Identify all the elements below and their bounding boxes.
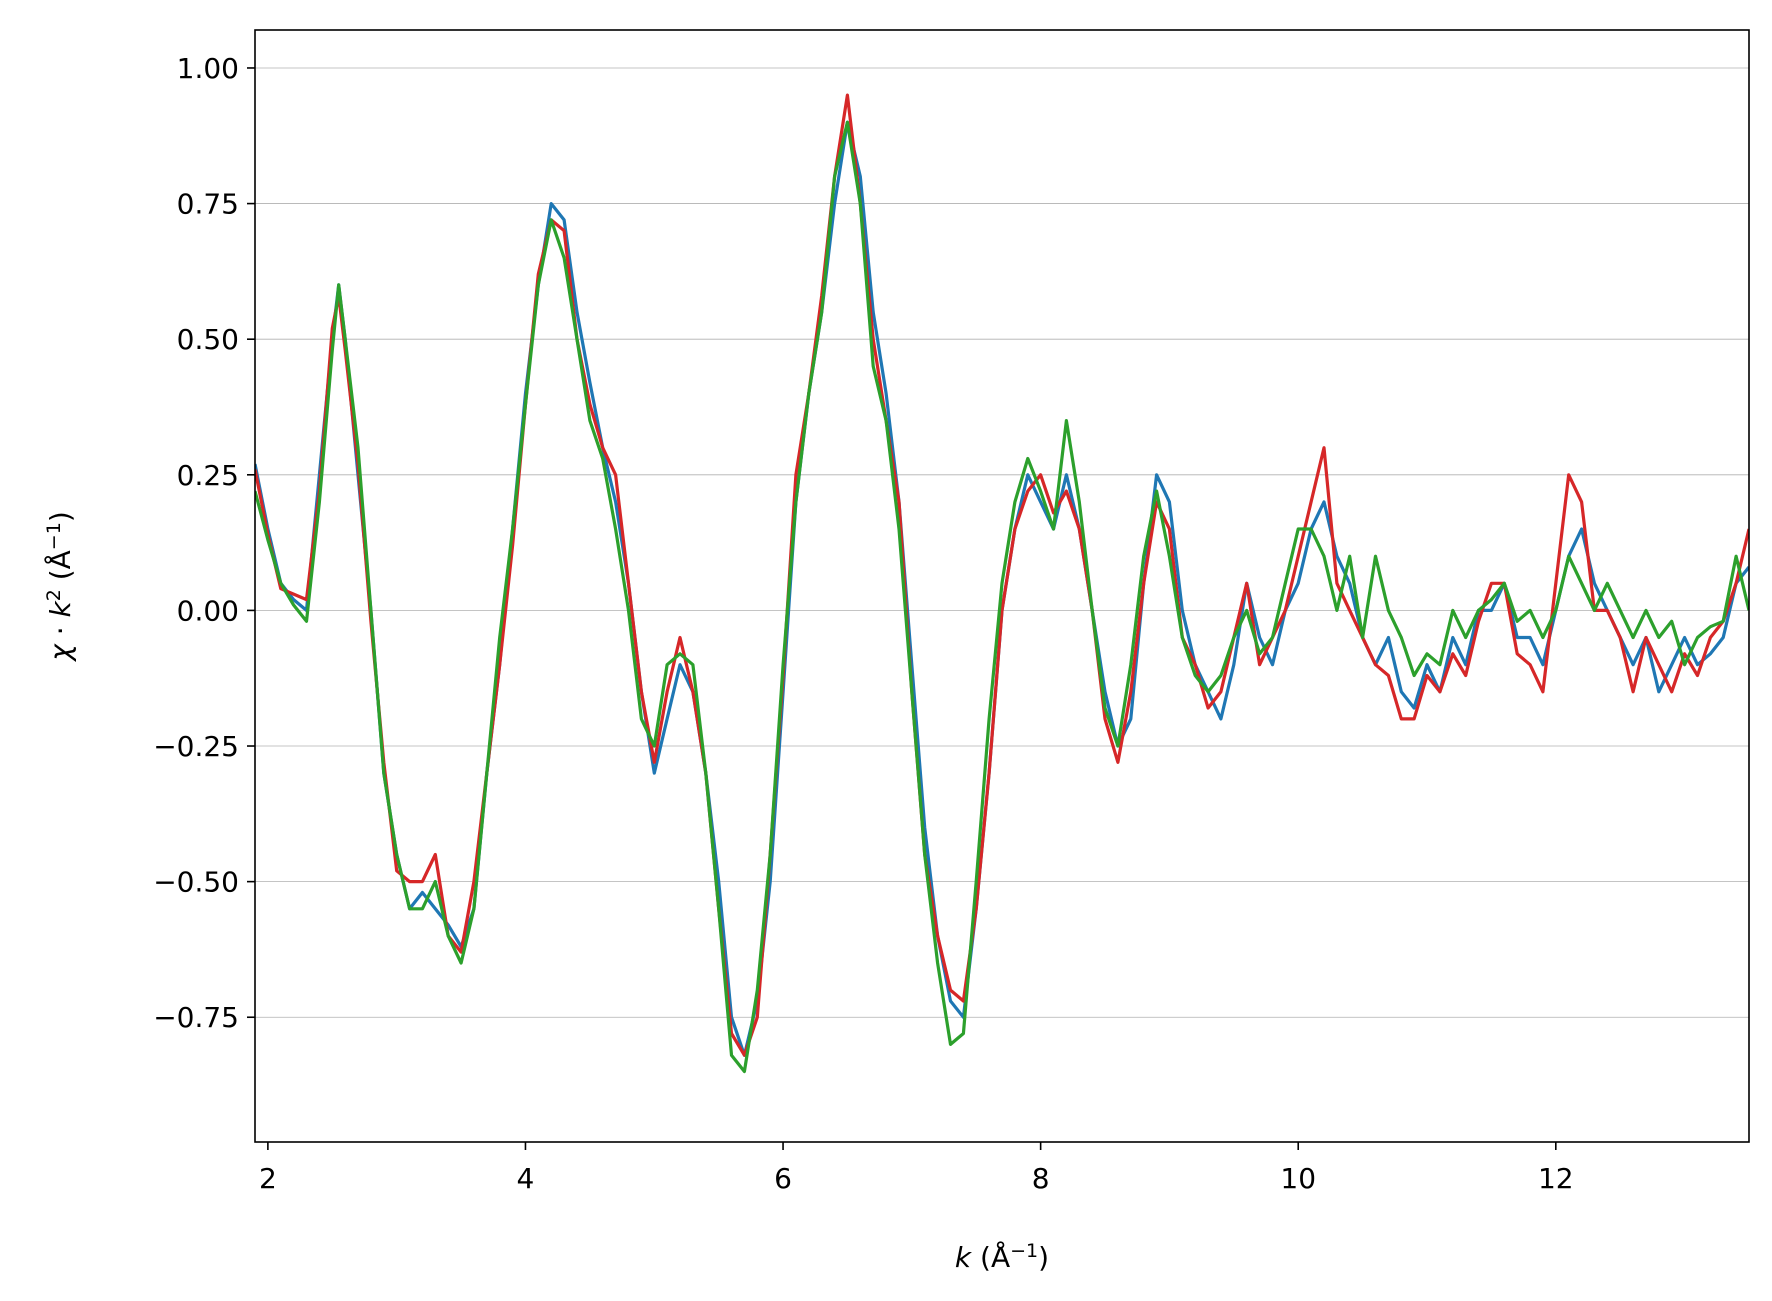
y-tick-label: −0.50 bbox=[153, 866, 239, 899]
y-axis-unit: (Å bbox=[43, 550, 77, 589]
y-axis-k-power: 2 bbox=[43, 589, 65, 601]
x-axis-var: k bbox=[955, 1241, 973, 1274]
y-axis-k: k bbox=[44, 599, 77, 617]
y-tick-label: 1.00 bbox=[177, 52, 239, 85]
y-tick-label: −0.75 bbox=[153, 1001, 239, 1034]
x-tick-label: 12 bbox=[1538, 1162, 1574, 1195]
x-tick-label: 4 bbox=[517, 1162, 535, 1195]
x-axis-unit: (Å bbox=[971, 1240, 1010, 1274]
x-tick-label: 10 bbox=[1280, 1162, 1316, 1195]
y-tick-label: 0.00 bbox=[177, 594, 239, 627]
y-tick-label: 0.25 bbox=[177, 459, 239, 492]
x-axis-label: k (Å−1) bbox=[955, 1240, 1049, 1274]
x-axis-unit-exp: −1 bbox=[1010, 1240, 1038, 1262]
y-axis-label: χ · k2 (Å−1) bbox=[43, 511, 77, 663]
y-axis-chi: χ bbox=[44, 643, 77, 663]
data-series bbox=[255, 93, 1749, 1074]
y-tick-label: 0.50 bbox=[177, 323, 239, 356]
y-axis-unit-close: ) bbox=[44, 511, 77, 522]
x-tick-label: 8 bbox=[1032, 1162, 1050, 1195]
y-axis-unit-exp: −1 bbox=[43, 522, 65, 550]
x-tick-label: 6 bbox=[774, 1162, 792, 1195]
x-axis-unit-close: ) bbox=[1038, 1241, 1049, 1274]
x-tick-label: 2 bbox=[259, 1162, 277, 1195]
y-tick-label: 0.75 bbox=[177, 188, 239, 221]
y-axis-ticks: 1.00 0.75 0.50 0.25 0.00 −0.25 −0.50 −0.75 bbox=[153, 52, 255, 1034]
x-axis-ticks: 2 4 6 8 10 12 bbox=[259, 1142, 1574, 1195]
series-line-3 bbox=[255, 120, 1749, 1074]
y-axis-dot: · bbox=[44, 617, 77, 644]
y-tick-label: −0.25 bbox=[153, 730, 239, 763]
plot-frame bbox=[254, 29, 1750, 1143]
